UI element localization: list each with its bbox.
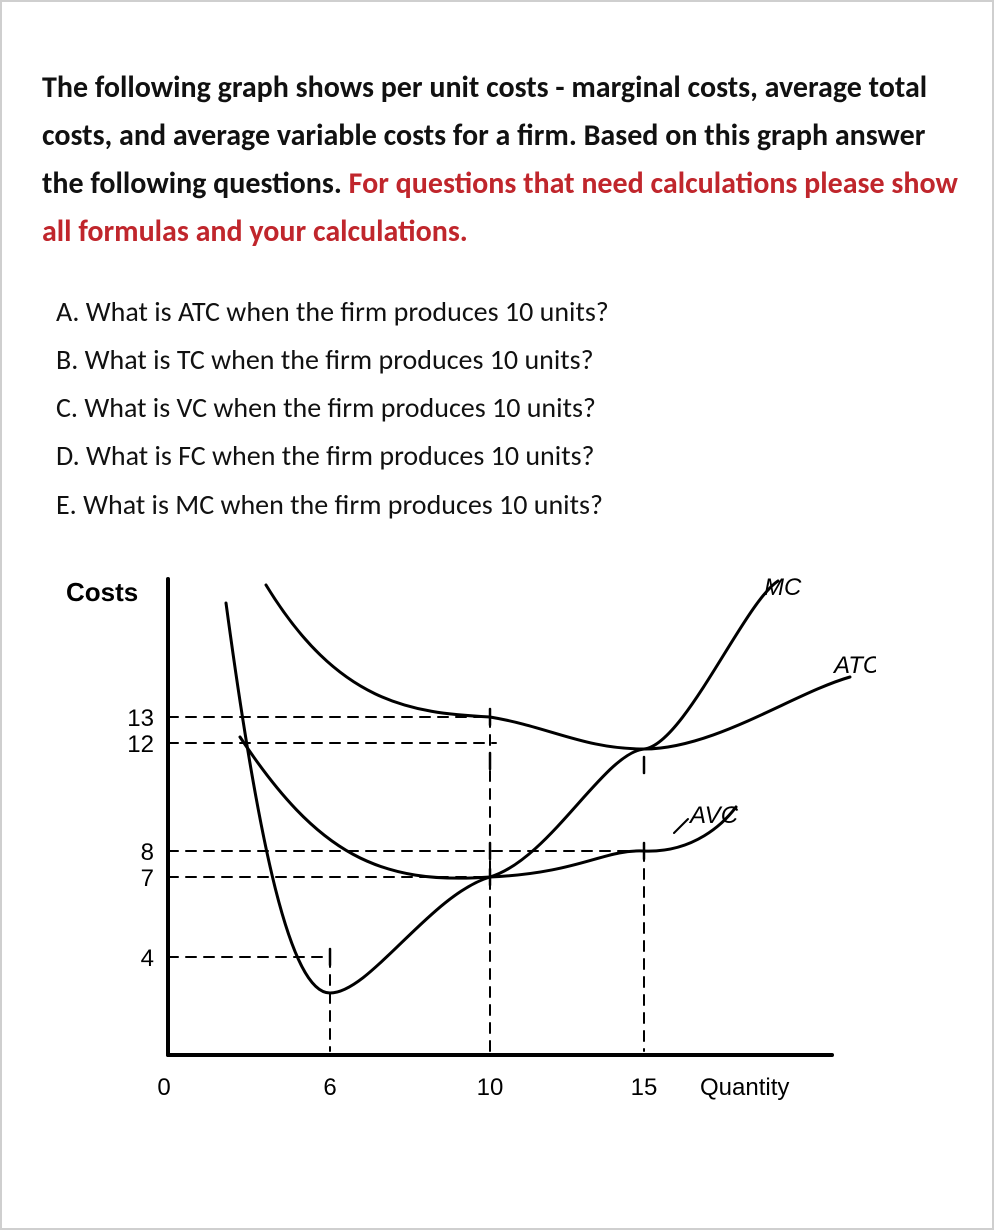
- cost-curves-chart: Costs 1312 87 4 0 6 10 15 Quantity MC ATC AVC: [56, 557, 876, 1109]
- svg-text:MC: MC: [764, 574, 802, 601]
- svg-text:ATC: ATC: [832, 652, 876, 679]
- svg-text:Costs: Costs: [66, 577, 138, 607]
- question-d: D. What is FC when the firm produces 10 …: [56, 432, 958, 480]
- svg-text:8: 8: [141, 839, 154, 866]
- svg-text:12: 12: [127, 731, 154, 758]
- questions-block: A. What is ATC when the firm produces 10…: [56, 288, 958, 529]
- svg-text:Quantity: Quantity: [700, 1074, 789, 1101]
- question-e: E. What is MC when the firm produces 10 …: [56, 481, 958, 529]
- svg-text:0: 0: [157, 1074, 170, 1101]
- svg-text:4: 4: [141, 945, 154, 972]
- question-c: C. What is VC when the firm produces 10 …: [56, 384, 958, 432]
- intro-paragraph: The following graph shows per unit costs…: [42, 64, 958, 256]
- svg-text:13: 13: [127, 705, 154, 732]
- question-a: A. What is ATC when the firm produces 10…: [56, 288, 958, 336]
- chart-svg: Costs 1312 87 4 0 6 10 15 Quantity MC ATC AVC: [56, 557, 876, 1109]
- svg-text:6: 6: [323, 1074, 336, 1101]
- page-container: The following graph shows per unit costs…: [0, 0, 994, 1230]
- svg-text:15: 15: [631, 1074, 658, 1101]
- svg-text:7: 7: [141, 865, 154, 892]
- svg-text:AVC: AVC: [688, 802, 739, 829]
- question-b: B. What is TC when the firm produces 10 …: [56, 336, 958, 384]
- svg-text:10: 10: [477, 1074, 504, 1101]
